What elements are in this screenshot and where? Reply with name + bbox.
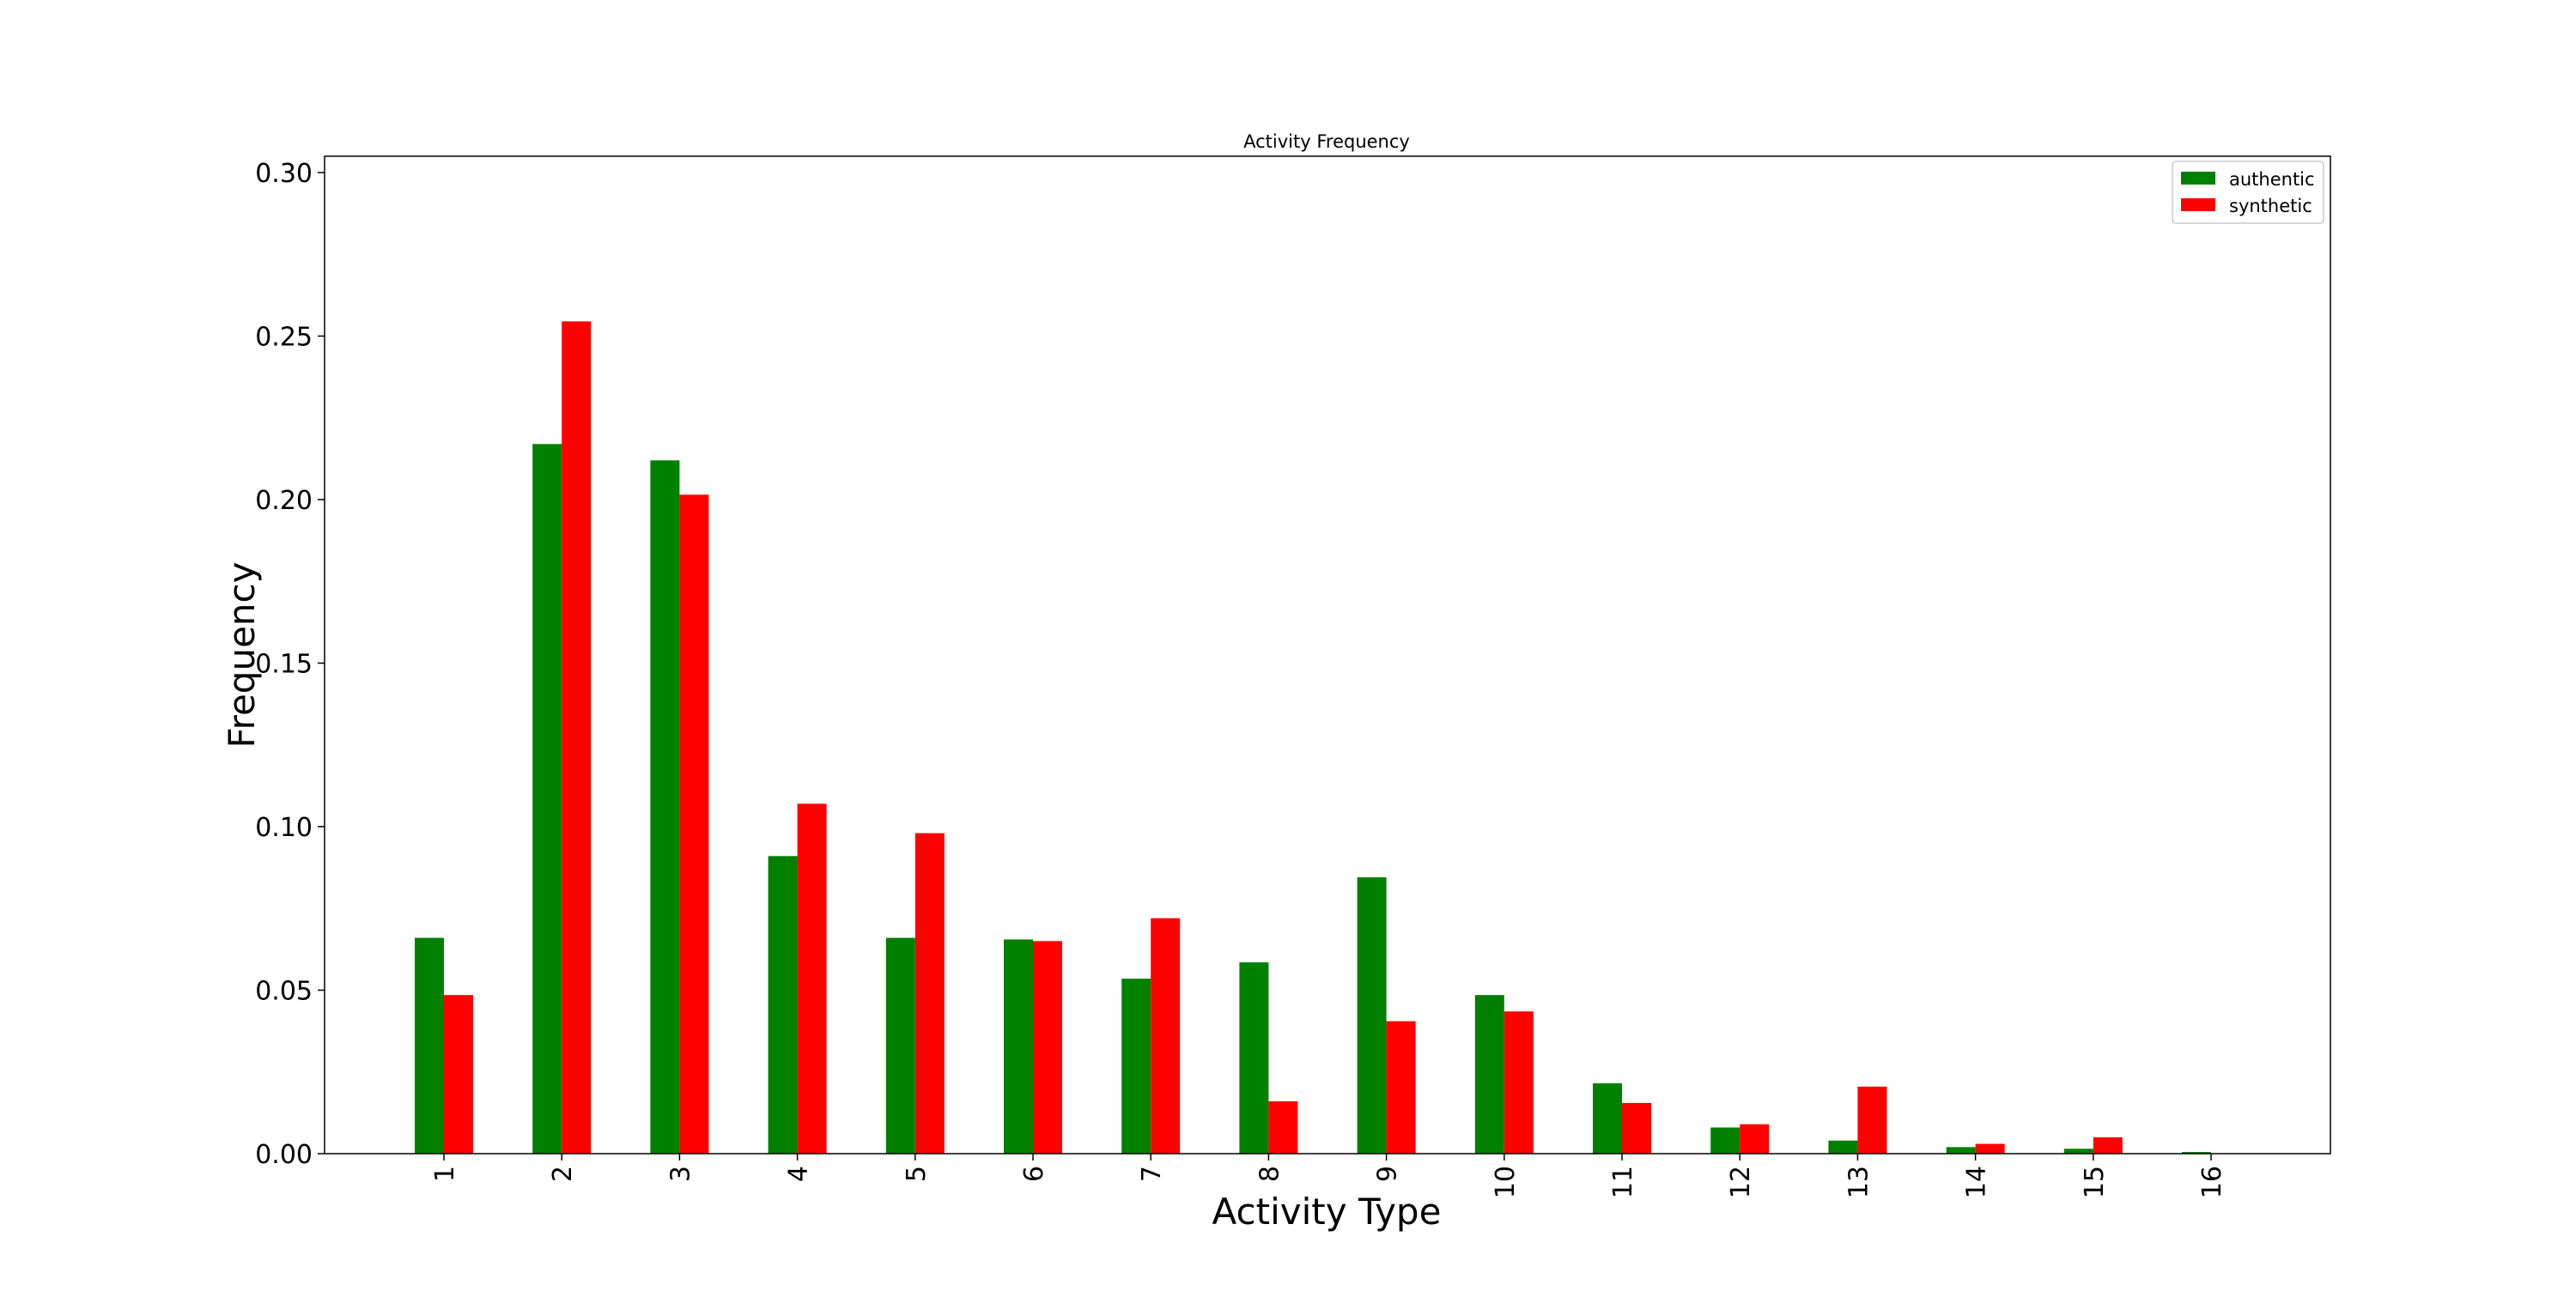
bar-authentic-9 bbox=[1357, 877, 1387, 1154]
legend-label-authentic: authentic bbox=[2229, 169, 2315, 190]
y-tick-label: 0.30 bbox=[255, 159, 313, 189]
bar-synthetic-6 bbox=[1033, 941, 1062, 1154]
y-tick-label: 0.25 bbox=[255, 323, 313, 353]
plot-frame bbox=[324, 155, 2331, 1155]
bar-synthetic-13 bbox=[1857, 1086, 1887, 1154]
bar-synthetic-7 bbox=[1151, 918, 1181, 1154]
bar-synthetic-10 bbox=[1504, 1011, 1534, 1154]
x-tick-label: 9 bbox=[1373, 1166, 1403, 1182]
y-tick-label: 0.20 bbox=[255, 486, 313, 516]
bar-authentic-1 bbox=[415, 937, 444, 1154]
bar-authentic-16 bbox=[2182, 1152, 2211, 1154]
bar-synthetic-2 bbox=[562, 321, 592, 1154]
bar-authentic-4 bbox=[768, 856, 798, 1154]
y-tick-label: 0.15 bbox=[255, 650, 313, 680]
y-tick-label: 0.05 bbox=[255, 977, 313, 1007]
bars-group bbox=[415, 321, 2211, 1154]
bar-synthetic-11 bbox=[1622, 1102, 1651, 1154]
x-tick-label: 16 bbox=[2197, 1166, 2227, 1198]
x-tick-label: 12 bbox=[1726, 1166, 1756, 1198]
x-axis: 1 2 3 4 5 6 7 8 9 10 11 12 13 14 15 16 bbox=[430, 1154, 2227, 1198]
bar-authentic-8 bbox=[1239, 962, 1269, 1154]
x-tick-label: 1 bbox=[430, 1166, 460, 1182]
bar-authentic-14 bbox=[1946, 1147, 1976, 1154]
x-tick-label: 5 bbox=[902, 1166, 932, 1182]
chart-title: Activity Frequency bbox=[1243, 131, 1410, 152]
x-tick-label: 10 bbox=[1491, 1166, 1521, 1198]
bar-authentic-13 bbox=[1828, 1140, 1858, 1154]
x-tick-label: 2 bbox=[548, 1166, 578, 1182]
y-axis-label: Frequency bbox=[221, 562, 263, 749]
bar-authentic-6 bbox=[1004, 939, 1033, 1154]
legend-label-synthetic: synthetic bbox=[2229, 196, 2312, 216]
x-tick-label: 6 bbox=[1019, 1166, 1049, 1182]
bar-synthetic-4 bbox=[797, 803, 827, 1154]
bar-synthetic-12 bbox=[1740, 1124, 1770, 1154]
x-tick-label: 11 bbox=[1608, 1166, 1638, 1198]
legend: authentic synthetic bbox=[2172, 161, 2324, 224]
x-tick-label: 13 bbox=[1844, 1166, 1874, 1198]
x-tick-label: 14 bbox=[1962, 1166, 1992, 1198]
x-tick-label: 4 bbox=[784, 1166, 814, 1182]
bar-authentic-2 bbox=[532, 444, 562, 1154]
bar-authentic-7 bbox=[1121, 979, 1151, 1154]
legend-swatch-synthetic bbox=[2181, 198, 2215, 211]
x-tick-label: 15 bbox=[2080, 1166, 2110, 1198]
bar-synthetic-3 bbox=[679, 494, 709, 1154]
bar-authentic-10 bbox=[1474, 995, 1504, 1154]
bar-authentic-11 bbox=[1593, 1083, 1622, 1154]
bar-synthetic-5 bbox=[914, 833, 945, 1154]
bar-authentic-12 bbox=[1710, 1127, 1741, 1154]
bar-authentic-5 bbox=[885, 937, 915, 1154]
y-tick-label: 0.00 bbox=[255, 1140, 313, 1170]
bar-authentic-15 bbox=[2063, 1149, 2093, 1154]
x-axis-label: Activity Type bbox=[1212, 1191, 1442, 1233]
y-axis: 0.00 0.05 0.10 0.15 0.20 0.25 0.30 bbox=[255, 159, 325, 1170]
y-tick-label: 0.10 bbox=[255, 813, 313, 843]
bar-synthetic-9 bbox=[1386, 1021, 1416, 1154]
bar-synthetic-14 bbox=[1975, 1143, 2005, 1154]
bar-synthetic-8 bbox=[1268, 1101, 1298, 1154]
legend-swatch-authentic bbox=[2181, 172, 2215, 185]
bar-authentic-3 bbox=[650, 460, 680, 1154]
bar-synthetic-15 bbox=[2093, 1136, 2123, 1154]
x-tick-label: 8 bbox=[1255, 1166, 1285, 1182]
x-tick-label: 7 bbox=[1137, 1166, 1167, 1182]
x-tick-label: 3 bbox=[665, 1166, 696, 1182]
bar-synthetic-1 bbox=[444, 995, 473, 1154]
